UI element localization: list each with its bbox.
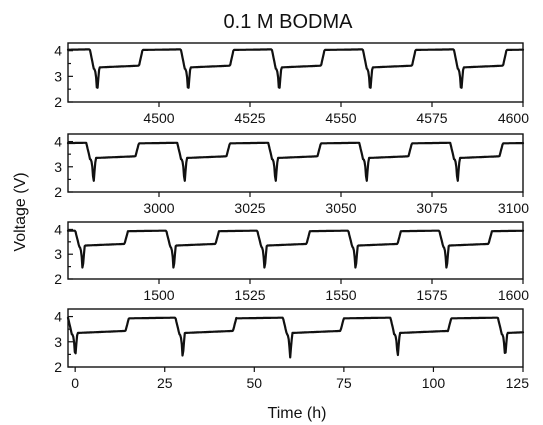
panel-1: 2 3 4 4500 4525 4550 4575 4600 <box>54 42 529 126</box>
panel-frame <box>67 308 524 368</box>
y-tick-label: 2 <box>54 271 62 287</box>
voltage-trace <box>66 48 525 89</box>
x-tick-label: 75 <box>336 375 352 391</box>
x-axis-label: Time (h) <box>268 405 327 422</box>
x-tick-label: 3075 <box>416 200 447 216</box>
voltage-trace <box>66 229 525 269</box>
x-tick-label: 50 <box>247 375 263 391</box>
x-tick-label: 1525 <box>234 287 265 303</box>
y-tick-label: 3 <box>54 334 62 350</box>
x-tick-label: 4525 <box>234 110 265 126</box>
x-tick-label: 1600 <box>498 287 529 303</box>
panel-frame <box>67 221 524 280</box>
x-tick-label: 4575 <box>416 110 447 126</box>
y-tick-label: 3 <box>54 68 62 84</box>
x-tick-label: 4550 <box>325 110 356 126</box>
chart-title: 0.1 M BODMA <box>224 11 354 33</box>
x-tick-label: 0 <box>71 375 79 391</box>
y-axis-label: Voltage (V) <box>12 172 29 251</box>
y-tick-label: 2 <box>54 359 62 375</box>
y-tick-label: 4 <box>54 309 62 325</box>
panel-3: 2 3 4 1500 1525 1550 1575 1600 <box>54 221 529 303</box>
y-tick-label: 2 <box>54 184 62 200</box>
panel-4: 2 3 4 0 25 50 75 100 125 <box>54 308 530 391</box>
x-tick-label: 100 <box>422 375 446 391</box>
x-tick-label: 1550 <box>325 287 356 303</box>
panel-2: 2 3 4 3000 3025 3050 3075 3100 <box>54 133 529 216</box>
y-tick-label: 4 <box>54 134 62 150</box>
x-tick-label: 25 <box>157 375 173 391</box>
panel-frame <box>67 42 524 103</box>
x-tick-label: 4500 <box>143 110 174 126</box>
y-tick-label: 2 <box>54 94 62 110</box>
x-tick-label: 1575 <box>416 287 447 303</box>
voltage-trace <box>66 316 525 359</box>
x-tick-label: 3050 <box>325 200 356 216</box>
panel-frame <box>67 133 524 193</box>
voltage-trace <box>66 141 525 182</box>
x-tick-label: 3100 <box>498 200 529 216</box>
x-tick-label: 125 <box>506 375 530 391</box>
x-tick-label: 4600 <box>498 110 529 126</box>
x-tick-label: 1500 <box>143 287 174 303</box>
x-tick-label: 3025 <box>234 200 265 216</box>
y-tick-label: 4 <box>54 221 62 237</box>
y-tick-label: 3 <box>54 159 62 175</box>
y-tick-label: 3 <box>54 246 62 262</box>
y-tick-label: 4 <box>54 43 62 59</box>
x-tick-label: 3000 <box>143 200 174 216</box>
